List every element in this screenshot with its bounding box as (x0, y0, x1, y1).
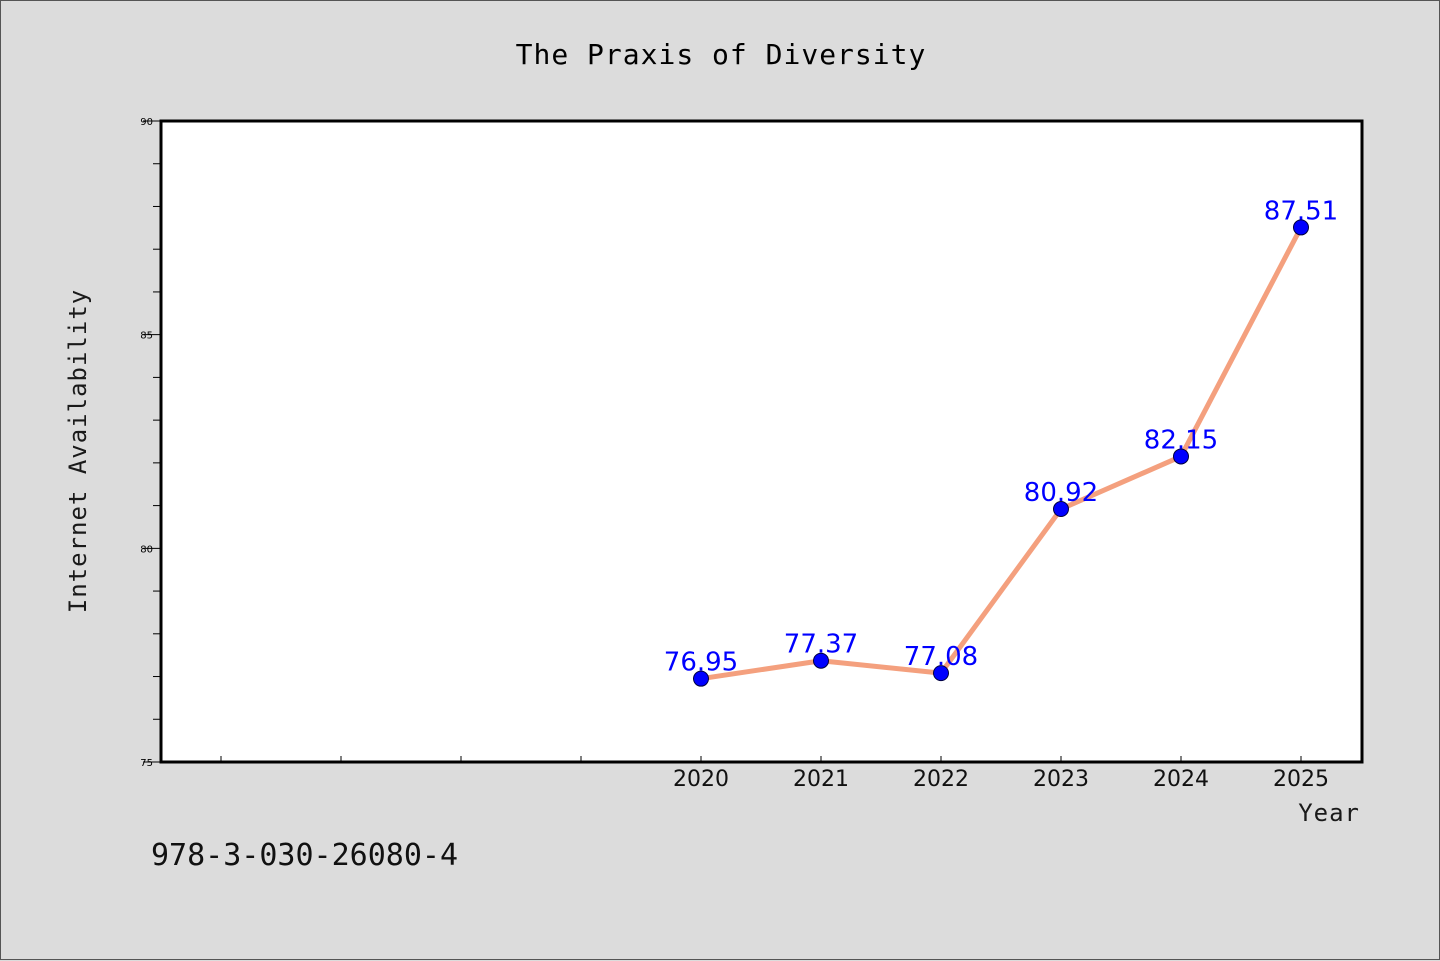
series-internet-availability: 76.95 77.37 77.08 80.92 82.15 87.51 (664, 196, 1338, 687)
chart-title: The Praxis of Diversity (516, 38, 927, 71)
x-tick-label: 2025 (1273, 767, 1329, 792)
x-axis: 2020 2021 2022 2023 2024 2025 (220, 756, 1329, 792)
y-axis-label: Internet Availability (64, 289, 92, 613)
y-axis: 75 80 85 90 (140, 117, 161, 769)
data-label: 76.95 (664, 648, 738, 678)
x-tick-label: 2020 (673, 767, 729, 792)
data-label: 77.08 (904, 642, 978, 672)
data-label: 77.37 (784, 630, 858, 660)
x-tick-label: 2023 (1033, 767, 1089, 792)
data-point (933, 665, 949, 682)
y-tick-label: 90 (140, 117, 153, 128)
data-label: 87.51 (1264, 196, 1338, 226)
data-point (693, 670, 709, 687)
y-tick-label: 75 (140, 758, 153, 769)
data-point (1053, 501, 1069, 518)
data-label: 82.15 (1144, 425, 1218, 455)
y-tick-label: 85 (140, 331, 153, 342)
y-tick-label: 80 (140, 544, 153, 555)
data-point (1173, 448, 1189, 465)
x-axis-label: Year (1298, 799, 1360, 827)
series-line (698, 224, 1304, 682)
data-point (1293, 219, 1309, 236)
plot-area (159, 119, 1364, 764)
data-point (813, 652, 829, 669)
data-label: 80.92 (1024, 478, 1098, 508)
isbn-text: 978-3-030-26080-4 (151, 838, 458, 873)
x-tick-label: 2021 (793, 767, 849, 792)
x-tick-label: 2024 (1153, 767, 1209, 792)
x-tick-label: 2022 (913, 767, 969, 792)
